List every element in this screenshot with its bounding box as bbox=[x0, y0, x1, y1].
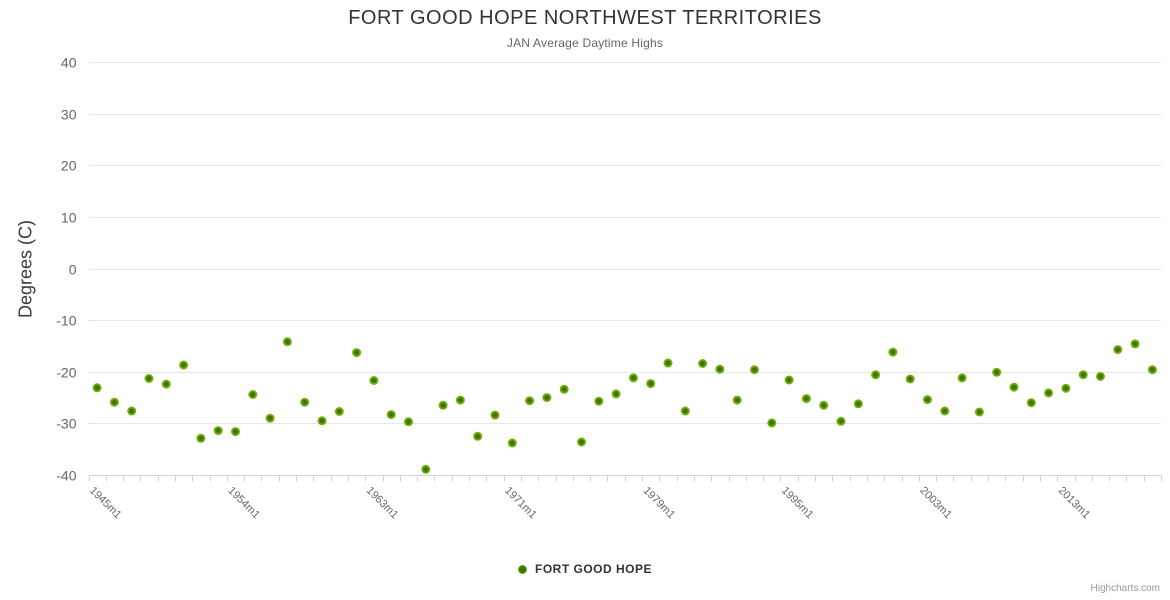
data-point[interactable] bbox=[663, 358, 673, 368]
chart-title: FORT GOOD HOPE NORTHWEST TERRITORIES bbox=[348, 7, 822, 29]
x-tick-label: 1995m1 bbox=[779, 485, 816, 522]
data-point[interactable] bbox=[871, 370, 881, 380]
data-point[interactable] bbox=[507, 438, 517, 448]
x-tick-label: 2003m1 bbox=[917, 485, 954, 522]
data-point[interactable] bbox=[144, 374, 154, 383]
data-point[interactable] bbox=[282, 337, 292, 347]
data-point[interactable] bbox=[1061, 383, 1071, 393]
data-point[interactable] bbox=[300, 397, 310, 407]
data-point[interactable] bbox=[109, 397, 119, 407]
data-point[interactable] bbox=[1113, 345, 1123, 355]
data-point[interactable] bbox=[1096, 371, 1105, 381]
data-point[interactable] bbox=[784, 375, 794, 385]
data-point[interactable] bbox=[542, 393, 552, 403]
data-point[interactable] bbox=[680, 406, 690, 416]
data-point[interactable] bbox=[732, 395, 742, 405]
data-point[interactable] bbox=[473, 431, 483, 441]
x-tick-label: 1963m1 bbox=[364, 485, 401, 522]
data-point[interactable] bbox=[265, 413, 275, 423]
data-point[interactable] bbox=[1147, 365, 1157, 375]
data-point[interactable] bbox=[974, 407, 984, 417]
data-point[interactable] bbox=[438, 400, 448, 410]
data-point[interactable] bbox=[317, 416, 327, 426]
y-tick-label: 20 bbox=[61, 158, 77, 174]
data-point[interactable] bbox=[957, 373, 967, 383]
data-point[interactable] bbox=[559, 384, 569, 394]
data-point[interactable] bbox=[1026, 398, 1036, 408]
data-point[interactable] bbox=[801, 394, 811, 404]
data-point[interactable] bbox=[455, 395, 465, 405]
y-tick-label: 10 bbox=[61, 210, 77, 226]
data-point[interactable] bbox=[213, 426, 223, 436]
data-point[interactable] bbox=[196, 433, 206, 443]
data-point[interactable] bbox=[836, 416, 846, 426]
y-tick-label: -40 bbox=[56, 468, 76, 484]
y-tick-label: 0 bbox=[69, 262, 77, 278]
legend-item-fort-good-hope[interactable]: FORT GOOD HOPE bbox=[517, 562, 652, 576]
data-point[interactable] bbox=[525, 396, 535, 406]
data-point[interactable] bbox=[490, 410, 500, 420]
data-point[interactable] bbox=[1009, 382, 1019, 392]
data-point[interactable] bbox=[819, 400, 829, 410]
legend-label: FORT GOOD HOPE bbox=[534, 562, 652, 576]
data-point[interactable] bbox=[750, 365, 759, 375]
data-point[interactable] bbox=[404, 417, 413, 427]
x-tick-label: 1954m1 bbox=[225, 485, 262, 522]
legend-marker-icon bbox=[517, 564, 527, 574]
data-point[interactable] bbox=[1044, 388, 1054, 398]
data-point[interactable] bbox=[853, 399, 863, 409]
data-points-series bbox=[92, 337, 1157, 474]
x-tick-label: 2013m1 bbox=[1056, 485, 1093, 522]
data-point[interactable] bbox=[992, 367, 1002, 377]
data-point[interactable] bbox=[577, 437, 586, 447]
highcharts-credits-link[interactable]: Highcharts.com bbox=[1090, 583, 1160, 594]
legend: FORT GOOD HOPE bbox=[0, 562, 1170, 576]
data-point[interactable] bbox=[628, 373, 638, 383]
y-tick-label: -30 bbox=[56, 416, 76, 432]
y-tick-label: 30 bbox=[61, 107, 77, 123]
data-point[interactable] bbox=[92, 383, 102, 393]
data-point[interactable] bbox=[352, 348, 362, 358]
data-point[interactable] bbox=[248, 390, 258, 399]
x-tick-label: 1945m1 bbox=[87, 485, 124, 522]
x-axis bbox=[88, 475, 1162, 482]
data-point[interactable] bbox=[1130, 339, 1140, 349]
data-point[interactable] bbox=[1078, 370, 1088, 380]
data-point[interactable] bbox=[386, 410, 396, 420]
data-point[interactable] bbox=[179, 360, 189, 370]
data-point[interactable] bbox=[127, 406, 137, 416]
data-point[interactable] bbox=[334, 407, 344, 416]
data-point[interactable] bbox=[923, 395, 932, 405]
data-point[interactable] bbox=[888, 347, 898, 357]
data-point[interactable] bbox=[161, 379, 171, 389]
x-tick-label: 1979m1 bbox=[641, 485, 678, 522]
data-point[interactable] bbox=[767, 418, 777, 428]
data-point[interactable] bbox=[940, 406, 950, 416]
x-tick-label: 1971m1 bbox=[502, 485, 539, 522]
y-tick-label: 40 bbox=[61, 55, 77, 71]
data-point[interactable] bbox=[646, 379, 656, 389]
data-point[interactable] bbox=[698, 359, 708, 368]
y-axis-labels: 40 30 20 10 0 -10 -20 -30 -40 bbox=[56, 55, 76, 484]
data-point[interactable] bbox=[421, 464, 431, 474]
x-axis-labels: 1945m1 1954m1 1963m1 1971m1 1979m1 1995m1 2003… bbox=[87, 485, 1092, 522]
chart-subtitle: JAN Average Daytime Highs bbox=[506, 36, 664, 50]
data-point[interactable] bbox=[905, 374, 915, 384]
y-tick-label: -10 bbox=[56, 313, 76, 329]
data-point[interactable] bbox=[369, 376, 379, 385]
data-point[interactable] bbox=[231, 427, 240, 437]
gridlines bbox=[88, 62, 1161, 476]
y-tick-label: -20 bbox=[56, 365, 76, 381]
data-point[interactable] bbox=[594, 396, 604, 406]
data-point[interactable] bbox=[715, 364, 725, 374]
data-point[interactable] bbox=[611, 389, 621, 399]
